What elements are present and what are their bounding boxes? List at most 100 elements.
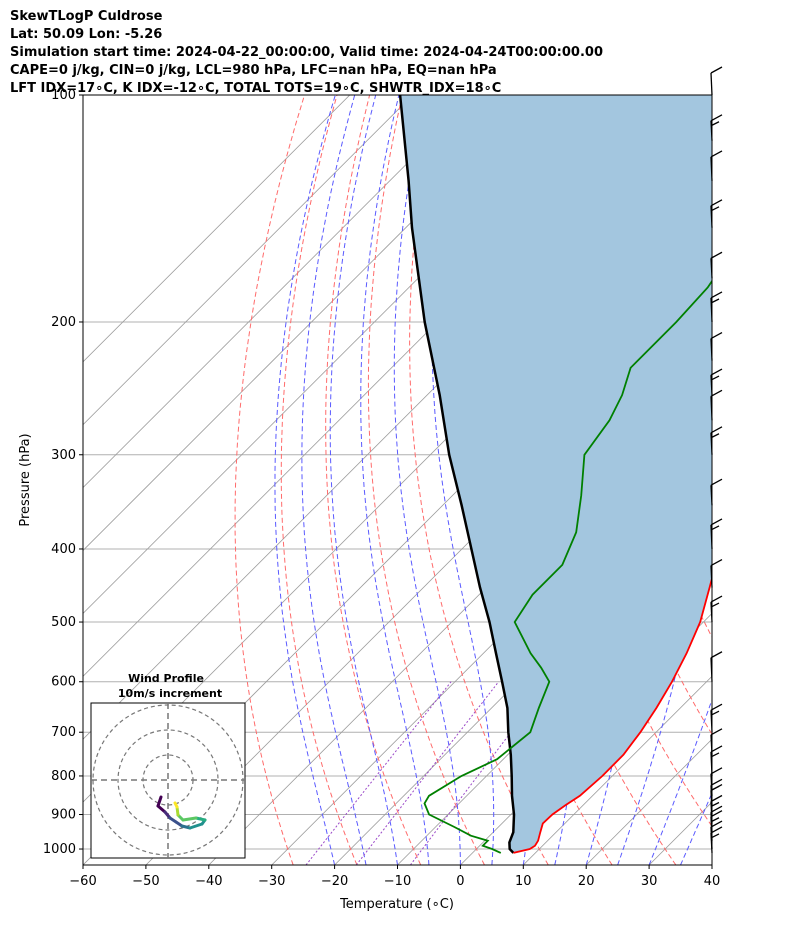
x-tick-label: −10 bbox=[384, 874, 411, 889]
wind-barb-flag bbox=[710, 331, 723, 340]
wind-barb-staff bbox=[710, 432, 713, 455]
wind-barb bbox=[710, 199, 723, 228]
hodograph-trace-segment bbox=[188, 822, 204, 830]
wind-barb bbox=[710, 518, 723, 549]
wind-barb bbox=[710, 558, 723, 588]
y-tick-label: 800 bbox=[51, 769, 76, 784]
wind-barb-flag bbox=[710, 426, 723, 434]
wind-barb-staff bbox=[710, 156, 713, 181]
moist-adiabat bbox=[360, 95, 430, 865]
wind-barb bbox=[710, 331, 723, 361]
wind-barb-flag bbox=[710, 518, 723, 526]
x-tick-label: −60 bbox=[69, 874, 96, 889]
wind-barb-flag bbox=[710, 66, 723, 74]
x-tick-label: −30 bbox=[258, 874, 285, 889]
wind-barb-flag bbox=[710, 602, 720, 608]
wind-barb bbox=[710, 291, 723, 323]
isotherm-line bbox=[83, 95, 476, 489]
moist-adiabat bbox=[680, 791, 712, 865]
x-tick-label: 10 bbox=[515, 874, 532, 889]
dry-adiabat bbox=[728, 95, 794, 865]
hodograph-subtitle: 10m/s increment bbox=[118, 687, 222, 700]
wind-barb bbox=[710, 703, 723, 733]
wind-barb bbox=[710, 728, 723, 755]
y-tick-label: 600 bbox=[51, 675, 76, 690]
wind-barb bbox=[710, 778, 723, 806]
y-tick-label: 1000 bbox=[43, 842, 76, 857]
wind-barb-flag bbox=[710, 710, 720, 716]
isotherm-line bbox=[83, 95, 539, 552]
wind-barb-staff bbox=[710, 205, 713, 228]
isotherm-line bbox=[775, 95, 794, 865]
y-axis-label: Pressure (hPa) bbox=[18, 433, 33, 526]
hodograph: Wind Profile 10m/s increment bbox=[90, 672, 246, 859]
wind-barb-staff bbox=[710, 72, 713, 96]
wind-barb-staff bbox=[710, 485, 713, 506]
wind-barb bbox=[710, 114, 723, 141]
wind-barb-staff bbox=[710, 338, 713, 361]
moist-adiabat bbox=[274, 95, 336, 865]
dry-adiabat bbox=[280, 95, 358, 865]
isotherm-line bbox=[523, 675, 712, 865]
wind-barb-staff bbox=[710, 710, 713, 733]
x-tick-label: −20 bbox=[321, 874, 348, 889]
wind-barb-flag bbox=[710, 826, 723, 834]
isotherm-line bbox=[83, 95, 413, 426]
wind-barb-flag bbox=[710, 794, 723, 803]
wind-barb bbox=[710, 651, 723, 682]
wind-barb-staff bbox=[710, 396, 713, 421]
time-line: Simulation start time: 2024-04-22_00:00:… bbox=[10, 45, 603, 60]
dry-adiabat bbox=[325, 95, 422, 865]
mixing-ratio-line bbox=[305, 681, 452, 865]
isotherm-line bbox=[83, 95, 351, 363]
wind-barb-staff bbox=[710, 751, 713, 776]
indices-line: LFT IDX=17∘C, K IDX=-12∘C, TOTAL TOTS=19… bbox=[10, 81, 502, 96]
wind-barb-staff bbox=[710, 565, 713, 588]
wind-barb-flag bbox=[710, 752, 720, 758]
wind-barb bbox=[710, 368, 723, 396]
wind-barb-flag bbox=[710, 121, 720, 127]
wind-barb bbox=[710, 478, 723, 506]
isotherm-line bbox=[711, 864, 712, 865]
hodograph-trace-segment bbox=[181, 816, 198, 822]
wind-barb-staff bbox=[710, 773, 713, 796]
moist-adiabat bbox=[648, 698, 712, 865]
temperature-line bbox=[513, 574, 712, 854]
moist-adiabat bbox=[617, 95, 699, 865]
hodograph-trace-segment bbox=[173, 801, 179, 809]
x-axis-label: Temperature (∘C) bbox=[339, 897, 454, 912]
dry-adiabat bbox=[234, 95, 305, 865]
parcel-profile-line bbox=[398, 95, 516, 854]
y-tick-label: 100 bbox=[51, 88, 76, 103]
wind-barb-flag bbox=[710, 525, 720, 531]
y-tick-label: 700 bbox=[51, 725, 76, 740]
wind-barb-flag bbox=[710, 298, 720, 304]
wind-barb-flag bbox=[710, 114, 723, 122]
wind-barb-flag bbox=[710, 745, 723, 753]
hodograph-title: Wind Profile bbox=[128, 672, 204, 685]
hodograph-plot bbox=[91, 703, 245, 858]
wind-barb bbox=[710, 251, 723, 279]
hodograph-trace-segment bbox=[156, 804, 167, 814]
x-tick-label: −40 bbox=[195, 874, 222, 889]
wind-barb-flag bbox=[710, 810, 723, 818]
x-tick-label: 40 bbox=[704, 874, 721, 889]
x-tick-label: 20 bbox=[578, 874, 595, 889]
wind-barb bbox=[710, 150, 723, 181]
wind-barb bbox=[710, 66, 723, 96]
wind-barb-flag bbox=[710, 805, 723, 813]
x-tick-label: 30 bbox=[641, 874, 658, 889]
hodograph-ring bbox=[117, 729, 219, 831]
cape-shading bbox=[400, 95, 712, 853]
wind-barb-staff bbox=[710, 657, 713, 682]
wind-barb-flag bbox=[710, 206, 720, 212]
dry-adiabat bbox=[761, 95, 794, 865]
hodograph-trace-segment bbox=[194, 816, 207, 822]
y-tick-label: 900 bbox=[51, 808, 76, 823]
cape-line: CAPE=0 j/kg, CIN=0 j/kg, LCL=980 hPa, LF… bbox=[10, 63, 497, 78]
dewpoint-line bbox=[423, 279, 712, 854]
wind-barb-flag bbox=[710, 820, 723, 828]
location-line: Lat: 50.09 Lon: -5.26 bbox=[10, 27, 163, 42]
wind-barb-flag bbox=[710, 558, 723, 567]
chart-title: SkewTLogP Culdrose bbox=[10, 9, 163, 24]
